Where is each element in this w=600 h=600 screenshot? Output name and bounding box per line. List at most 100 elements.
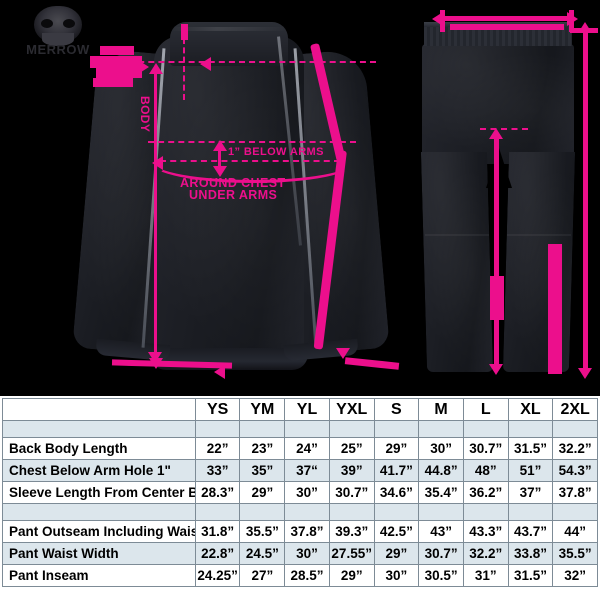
pant-outseam-marker [548,244,562,374]
cell: 35.5” [552,542,598,565]
cell: 30” [284,542,330,565]
cell: 27” [239,564,286,587]
cell: 25” [328,437,375,460]
cell: 31.5” [507,437,554,460]
waist-width-line [440,16,574,21]
collar-center-dashed-line [183,38,185,100]
row-label: Sleeve Length From Center Back [2,481,196,504]
cell: 24.5” [239,542,286,565]
cell: 29” [239,481,286,504]
cell: 32” [552,564,598,587]
header-size-2: YL [284,398,330,421]
table-body: Back Body Length 22” 23” 24” 25” 29” 30”… [2,420,598,587]
jacket-hem-arrow-icon [148,352,162,363]
table-row: Back Body Length 22” 23” 24” 25” 29” 30”… [2,437,598,460]
header-size-7: XL [507,398,554,421]
shoulder-dashed-line [108,61,376,63]
chest-dashed-line [160,160,340,162]
skull-jaw-icon [42,33,74,46]
shoulder-arrow-left-icon [200,57,211,71]
cell: 44.8” [418,459,464,482]
table-row: Pant Waist Width 22.8” 24.5” 30” 27.55” … [2,542,598,565]
shoulder-callout-bar4 [100,46,134,55]
below-arms-label: 1” BELOW ARMS [228,146,324,158]
jacket-body [154,36,304,366]
header-corner [2,398,196,421]
armhole-dashed-line [148,141,356,143]
collar-center-tick [181,24,188,40]
table-row: Chest Below Arm Hole 1" 33” 35” 37“ 39” … [2,459,598,482]
body-length-arrow-up-icon [149,63,163,74]
below-arms-arrow-up-icon [213,140,227,151]
table-row: Sleeve Length From Center Back 28.3” 29”… [2,481,598,504]
cell: 42.5” [373,520,420,543]
cell: 34.6” [373,481,420,504]
around-chest-label-line1: AROUND CHEST [180,176,286,190]
cell: 30.7” [328,481,375,504]
shoulder-callout-arrow-icon [138,60,149,74]
cell: 41.7” [373,459,420,482]
cell: 36.2” [462,481,509,504]
cell: 30.5” [418,564,464,587]
body-label: BODY [138,96,152,133]
pant-outseam-arrow-down-icon [578,368,592,379]
cell: 22” [194,437,241,460]
cell: 39.3” [328,520,375,543]
cell: 33” [194,459,241,482]
cell: 27.55” [328,542,375,565]
cell: 29” [328,564,375,587]
pant-inseam-arrow-up-icon [489,128,503,139]
shoulder-callout-bar2 [96,68,142,78]
header-size-4: S [373,398,420,421]
cell: 31.8” [194,520,241,543]
chest-curve-line [150,162,356,183]
jacket-collar [170,22,288,66]
table-row: Pant Outseam Including Waist 31.8” 35.5”… [2,520,598,543]
cell: 32.2” [462,542,509,565]
cell: 29” [373,437,420,460]
table-header: YS YM YL YXL S M L XL 2XL [2,398,598,421]
waist-width-underline [450,24,564,30]
cell: 24.25” [194,564,241,587]
cell: 37” [507,481,554,504]
brand-wordmark: MERROW [26,42,90,57]
cell: 30.7” [462,437,509,460]
pants-right-leg [502,152,576,372]
pant-inseam-line [494,138,499,370]
row-label: Chest Below Arm Hole 1" [2,459,196,482]
waist-width-arrow-right-icon [567,12,578,26]
cell: 31” [462,564,509,587]
cell: 37.8” [284,520,330,543]
table-row: Pant Inseam 24.25” 27” 28.5” 29” 30” 30.… [2,564,598,587]
spacer-row-1 [2,420,598,438]
spacer-row-2 [2,503,598,521]
cell: 30” [284,481,330,504]
cell: 37.8” [552,481,598,504]
cell: 31.5” [507,564,554,587]
pant-inseam-marker [490,276,504,320]
size-chart-table: YS YM YL YXL S M L XL 2XL [2,398,598,587]
shoulder-callout-bar3 [93,78,133,87]
header-size-8: 2XL [552,398,598,421]
body-length-line [154,72,157,366]
shoulder-callout-bar [90,56,142,68]
cell: 51” [507,459,554,482]
cell: 30” [373,564,420,587]
jacket-hem-arrow-left-icon [214,365,225,379]
cell: 29” [373,542,420,565]
cell: 35.5” [239,520,286,543]
row-label: Pant Waist Width [2,542,196,565]
cell: 44” [552,520,598,543]
cell: 32.2” [552,437,598,460]
header-size-1: YM [239,398,286,421]
cell: 43.3” [462,520,509,543]
header-row: YS YM YL YXL S M L XL 2XL [2,398,598,421]
garment-illustration: MERROW BODY [26,6,598,379]
cell: 43.7” [507,520,554,543]
cell: 28.3” [194,481,241,504]
pant-outseam-top-tick [570,28,598,33]
pants-left-leg [420,152,494,372]
row-label: Back Body Length [2,437,196,460]
cell: 30” [418,437,464,460]
